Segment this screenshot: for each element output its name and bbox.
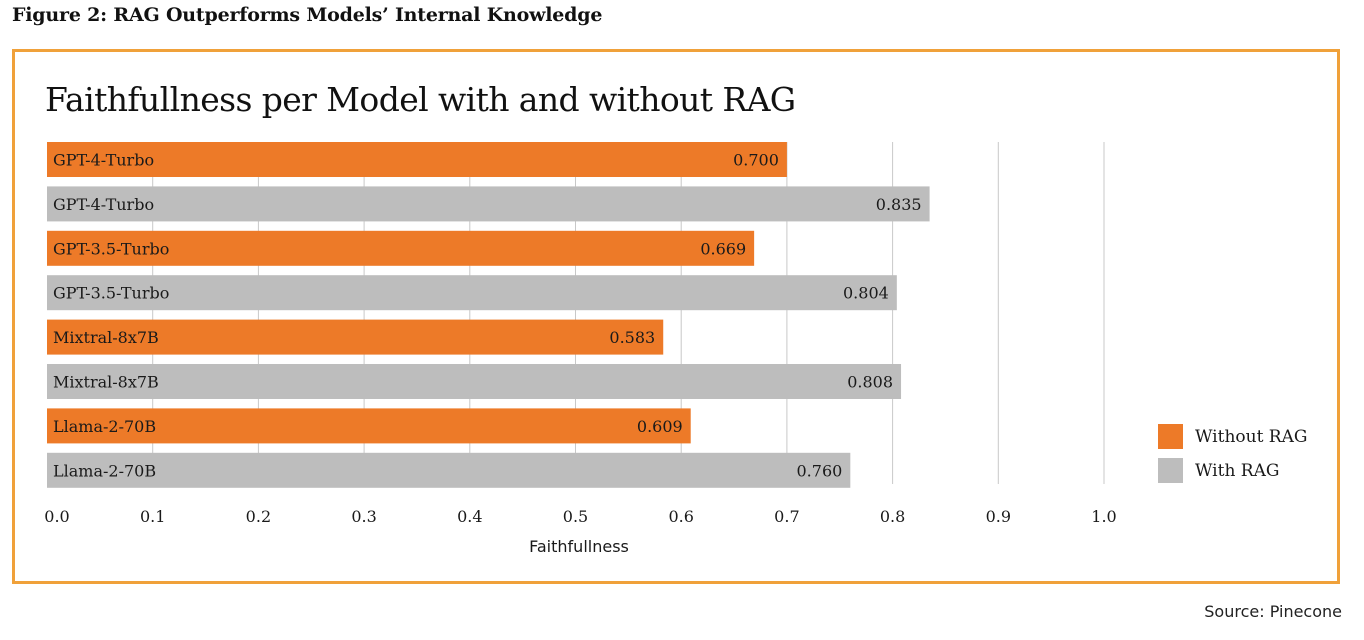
bar	[47, 319, 664, 355]
x-tick-label: 0.4	[457, 507, 482, 526]
bar-value-label: 0.760	[797, 461, 843, 480]
bar-category-label: GPT-4-Turbo	[53, 195, 154, 214]
bar	[47, 142, 787, 177]
bar	[47, 364, 902, 399]
bar-value-label: 0.669	[700, 239, 746, 258]
legend-label: With RAG	[1195, 461, 1279, 481]
x-tick-label: 0.9	[986, 507, 1011, 526]
legend-swatch	[1158, 424, 1183, 449]
bar-category-label: GPT-3.5-Turbo	[53, 239, 169, 258]
bar-value-label: 0.808	[847, 373, 893, 392]
bar-value-label: 0.583	[609, 328, 655, 347]
x-axis-ticks: 0.0 0.1 0.2 0.3 0.4 0.5 0.6 0.7 0.8 0.9 1.0	[44, 507, 1116, 526]
bar-category-label: Llama-2-70B	[53, 461, 156, 480]
bar	[47, 408, 691, 444]
x-tick-label: 0.6	[668, 507, 693, 526]
bar	[47, 275, 897, 311]
legend-label: Without RAG	[1195, 427, 1307, 447]
bar-category-label: Mixtral-8x7B	[53, 373, 159, 392]
x-axis-title: Faithfullness	[529, 537, 629, 556]
chart-frame	[12, 49, 1340, 584]
x-tick-label: 0.5	[563, 507, 588, 526]
figure-title: Figure 2: RAG Outperforms Models’ Intern…	[12, 4, 603, 26]
bar-value-label: 0.609	[637, 417, 683, 436]
bar	[47, 230, 755, 266]
bar	[47, 452, 851, 488]
bar-value-label: 0.700	[733, 151, 779, 170]
bars: GPT-4-Turbo 0.700 GPT-4-Turbo 0.835 GPT-3.5-…	[47, 142, 930, 488]
chart-title: Faithfullness per Model with and without…	[45, 80, 796, 119]
x-tick-label: 0.7	[774, 507, 799, 526]
bar	[47, 186, 930, 222]
x-tick-label: 0.0	[44, 507, 69, 526]
bar-value-label: 0.835	[876, 195, 922, 214]
x-tick-label: 0.8	[880, 507, 905, 526]
x-tick-label: 0.2	[246, 507, 271, 526]
bar-category-label: Mixtral-8x7B	[53, 328, 159, 347]
bar-value-label: 0.804	[843, 284, 889, 303]
bar-category-label: Llama-2-70B	[53, 417, 156, 436]
bar-category-label: GPT-3.5-Turbo	[53, 284, 169, 303]
x-tick-label: 0.3	[351, 507, 376, 526]
legend-swatch	[1158, 458, 1183, 483]
x-tick-label: 1.0	[1091, 507, 1116, 526]
x-tick-label: 0.1	[140, 507, 165, 526]
bar-category-label: GPT-4-Turbo	[53, 151, 154, 170]
legend: Without RAG With RAG	[1158, 424, 1307, 483]
source-note: Source: Pinecone	[1204, 602, 1342, 621]
